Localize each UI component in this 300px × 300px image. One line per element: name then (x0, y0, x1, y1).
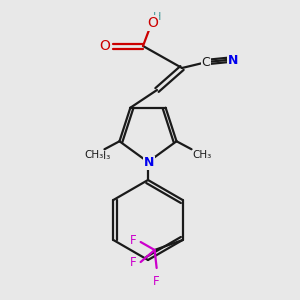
Text: C: C (202, 56, 210, 70)
Text: CH₃: CH₃ (193, 150, 212, 160)
Text: N: N (228, 53, 238, 67)
Text: O: O (100, 39, 110, 53)
Text: F: F (130, 256, 136, 268)
Text: CH₃: CH₃ (84, 150, 104, 160)
Text: F: F (153, 275, 160, 288)
Text: F: F (130, 233, 136, 247)
Text: H: H (153, 12, 161, 22)
Text: CH₃: CH₃ (92, 151, 111, 161)
Text: N: N (144, 157, 154, 169)
Text: O: O (148, 16, 158, 30)
